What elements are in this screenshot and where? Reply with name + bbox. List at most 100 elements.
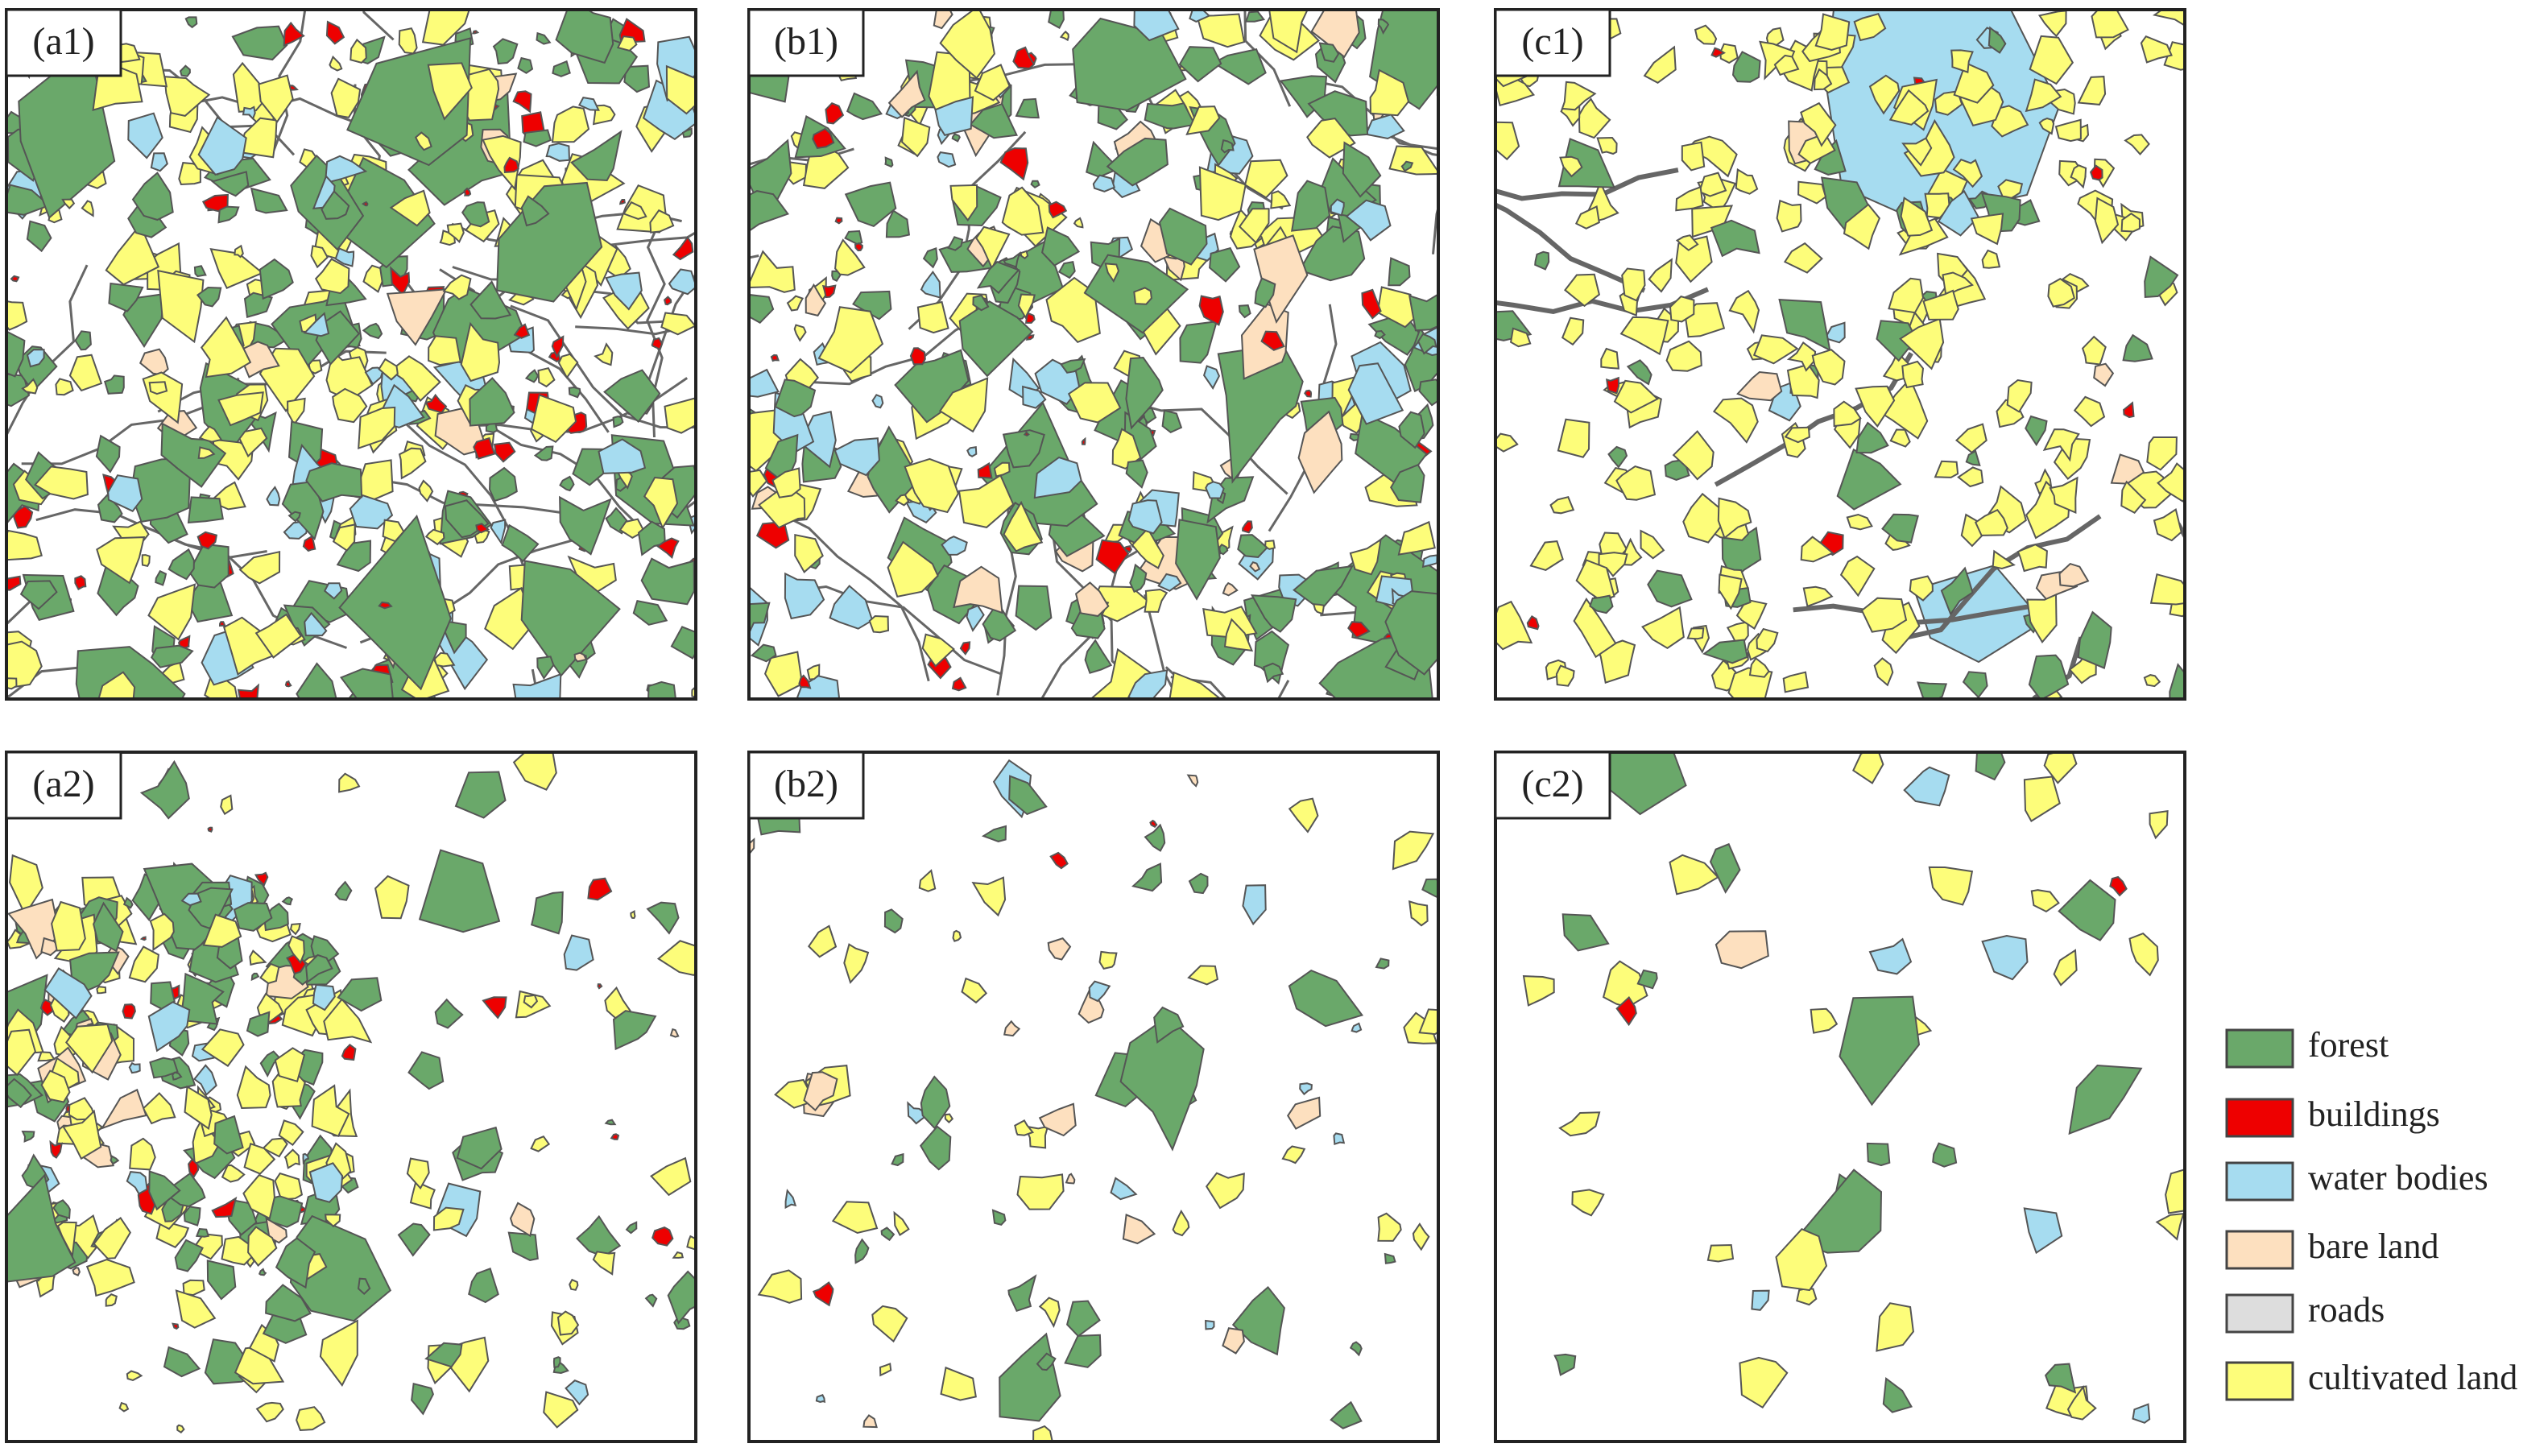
land-parcel (880, 1226, 896, 1242)
land-parcel (308, 1162, 344, 1203)
land-parcel (200, 316, 252, 378)
land-parcel (794, 533, 824, 573)
land-parcel (254, 613, 303, 659)
land-parcel (507, 1231, 539, 1261)
land-parcel (6, 575, 22, 591)
legend-label: cultivated land (2308, 1358, 2517, 1397)
land-parcel (210, 171, 250, 197)
land-parcel (1291, 180, 1331, 232)
panel-label: (b2) (774, 763, 838, 805)
land-parcel (349, 494, 394, 530)
land-parcel (1778, 299, 1831, 352)
land-parcel (255, 1401, 284, 1423)
land-parcel (663, 296, 672, 306)
land-parcel (250, 187, 288, 214)
land-parcel (409, 1180, 436, 1210)
land-parcel (2073, 395, 2106, 428)
land-parcel (1249, 561, 1261, 573)
land-parcel (1020, 250, 1029, 259)
land-parcel (934, 96, 974, 137)
road (510, 304, 696, 429)
land-parcel (473, 436, 496, 460)
land-parcel (1119, 1015, 1205, 1152)
legend-swatch (2225, 1230, 2294, 1270)
land-parcel (197, 116, 247, 176)
land-parcel (920, 1075, 951, 1130)
land-parcel (1573, 598, 1617, 659)
land-parcel (2028, 654, 2070, 699)
land-parcel (1390, 463, 1425, 503)
land-parcel (259, 258, 294, 300)
land-parcel (557, 353, 579, 379)
land-parcel (1555, 664, 1575, 687)
land-parcel (139, 759, 190, 820)
land-parcel (1810, 1007, 1839, 1034)
land-parcel (122, 1003, 136, 1020)
land-parcel (517, 56, 534, 74)
land-parcel (258, 74, 294, 124)
land-parcel (1048, 201, 1068, 219)
land-parcel (1375, 958, 1390, 970)
land-parcel (1038, 1297, 1061, 1328)
land-parcel (612, 1010, 657, 1051)
land-parcel (1786, 363, 1820, 399)
land-parcel (1681, 141, 1706, 172)
land-parcel (672, 236, 694, 261)
land-parcel (530, 394, 577, 444)
land-parcel (1041, 226, 1081, 267)
panel-border (747, 8, 1440, 701)
land-parcel (637, 520, 666, 556)
land-parcel (951, 133, 961, 143)
land-parcel (1578, 97, 1611, 139)
legend-label: water bodies (2308, 1158, 2488, 1197)
land-parcel (1900, 196, 1934, 237)
legend-swatch (2225, 1293, 2294, 1334)
road (1901, 514, 2102, 641)
land-parcel (1558, 1111, 1601, 1137)
land-parcel (107, 474, 143, 512)
land-parcel (302, 535, 316, 552)
land-parcel (939, 10, 995, 80)
land-parcel (977, 461, 993, 479)
land-parcel (2016, 544, 2048, 573)
land-parcel (418, 849, 501, 933)
land-parcel (2070, 164, 2087, 189)
land-parcel (660, 312, 696, 336)
land-parcel (329, 55, 343, 72)
land-parcel (1111, 428, 1142, 470)
land-parcel (1899, 317, 1945, 370)
land-parcel (786, 295, 805, 312)
land-parcel (901, 116, 931, 158)
land-parcel (672, 1251, 685, 1259)
land-parcel (1843, 203, 1881, 250)
land-parcel (469, 377, 515, 427)
land-parcel (1495, 600, 1533, 651)
land-parcel (434, 998, 464, 1029)
land-parcel (281, 896, 293, 906)
land-parcel (1868, 937, 1913, 975)
land-parcel (862, 1414, 878, 1429)
land-parcel (482, 134, 522, 191)
road (1302, 77, 1438, 151)
land-parcel (237, 683, 260, 699)
land-parcel (1144, 588, 1169, 613)
panel-border (5, 8, 697, 701)
land-parcel (2077, 76, 2107, 105)
land-parcel (149, 912, 175, 952)
label-box (747, 751, 865, 820)
land-parcel (1281, 1145, 1306, 1164)
land-parcel (664, 397, 696, 434)
land-parcel (545, 143, 571, 162)
land-parcel (1412, 1222, 1430, 1251)
land-parcel (1036, 1352, 1057, 1371)
land-parcel (1310, 10, 1360, 59)
land-parcel (972, 294, 990, 312)
land-parcel (501, 523, 540, 563)
land-parcel (570, 130, 623, 182)
land-parcel (569, 1278, 579, 1291)
land-parcel (1095, 539, 1130, 575)
land-parcel (763, 651, 804, 697)
land-parcel (1408, 293, 1438, 332)
land-parcel (758, 483, 806, 529)
land-parcel (2093, 362, 2115, 387)
